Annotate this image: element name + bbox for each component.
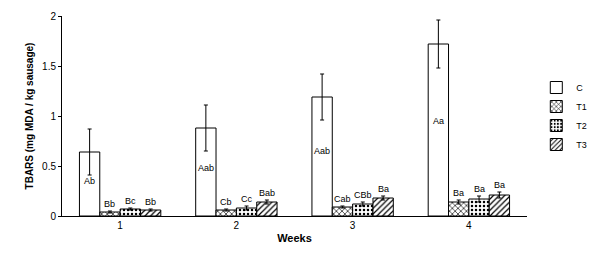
svg-text:Aa: Aa: [433, 116, 444, 126]
svg-text:Bb: Bb: [145, 197, 156, 207]
svg-text:Cab: Cab: [334, 194, 351, 204]
svg-text:4: 4: [466, 220, 472, 231]
svg-text:C: C: [576, 83, 583, 93]
svg-text:Bb: Bb: [104, 199, 115, 209]
svg-text:Weeks: Weeks: [277, 232, 312, 244]
svg-text:Ba: Ba: [453, 188, 464, 198]
svg-text:Ba: Ba: [378, 184, 389, 194]
svg-text:Bc: Bc: [125, 196, 136, 206]
svg-text:T1: T1: [576, 102, 587, 112]
svg-text:0.5: 0.5: [42, 161, 56, 172]
svg-text:1: 1: [117, 220, 123, 231]
svg-text:Ba: Ba: [474, 184, 485, 194]
svg-text:0: 0: [50, 211, 56, 222]
svg-text:T2: T2: [576, 121, 587, 131]
svg-text:Ba: Ba: [494, 180, 505, 190]
svg-text:1: 1: [50, 111, 56, 122]
svg-text:CBb: CBb: [354, 190, 372, 200]
svg-text:Aab: Aab: [314, 146, 330, 156]
svg-text:Cc: Cc: [241, 194, 252, 204]
svg-text:Bab: Bab: [259, 188, 275, 198]
svg-text:3: 3: [350, 220, 356, 231]
svg-text:2: 2: [234, 220, 240, 231]
svg-text:2: 2: [50, 11, 56, 22]
svg-text:Ab: Ab: [84, 176, 95, 186]
svg-text:TBARS (mg MDA / kg sausage): TBARS (mg MDA / kg sausage): [24, 43, 35, 190]
svg-text:T3: T3: [576, 140, 587, 150]
svg-text:Aab: Aab: [198, 163, 214, 173]
svg-text:Cb: Cb: [220, 197, 232, 207]
svg-text:1.5: 1.5: [42, 61, 56, 72]
